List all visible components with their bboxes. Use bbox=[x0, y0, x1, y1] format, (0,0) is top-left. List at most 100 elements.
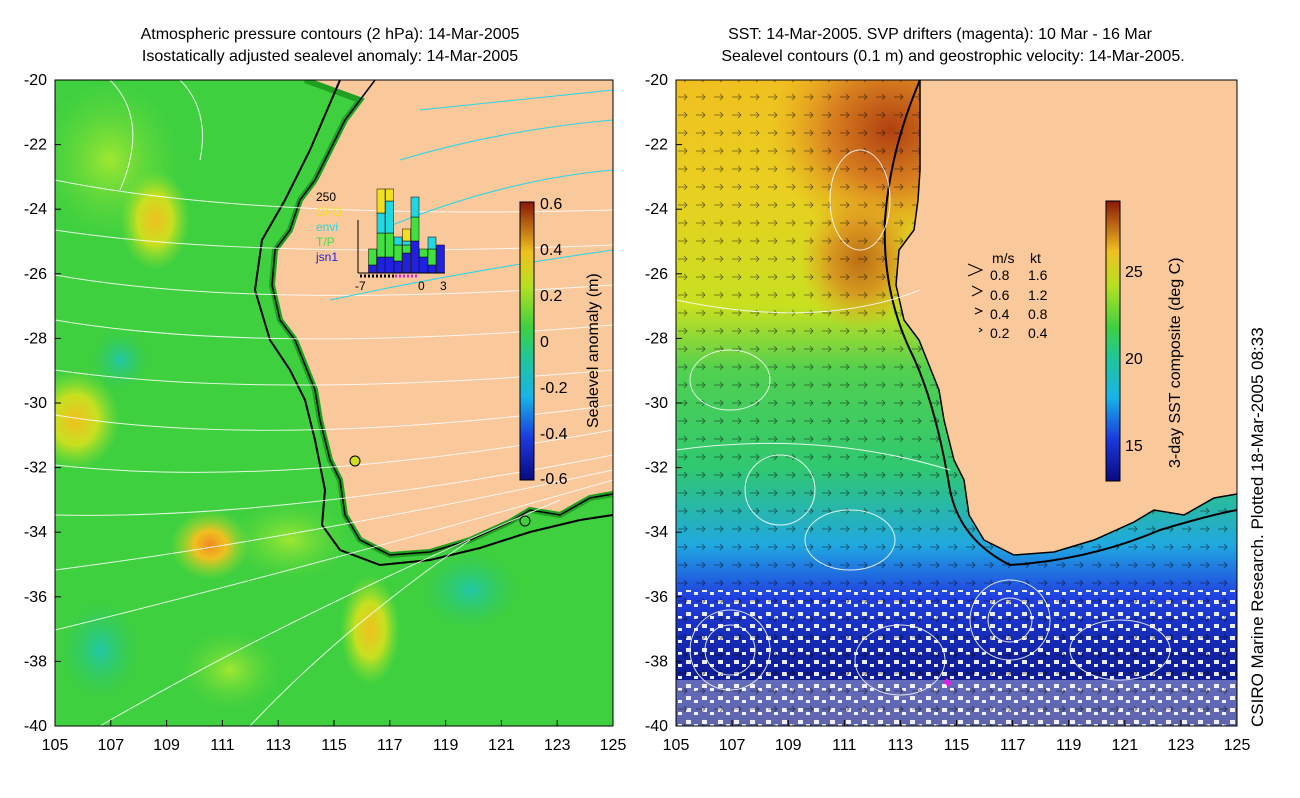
histogram-bar-segment bbox=[410, 196, 420, 218]
histogram-bar-segment bbox=[410, 216, 420, 242]
histogram-bar-segment bbox=[393, 244, 403, 262]
left-x-tick-3: 111 bbox=[210, 737, 234, 750]
legend-tp: T/P bbox=[316, 235, 335, 249]
right-x-tick-8: 121 bbox=[1111, 737, 1138, 750]
svg-text:15: 15 bbox=[1125, 438, 1143, 455]
sealevel-map: -20 -22 -24 -26 -28 -30 -32 -34 -36 -38 -40 105 107… bbox=[24, 72, 627, 750]
sst-colorbar bbox=[1105, 200, 1121, 482]
left-x-tick-8: 121 bbox=[488, 737, 515, 750]
credit-text: CSIRO Marine Research. Plotted 18-Mar-20… bbox=[1248, 327, 1267, 727]
right-x-tick-7: 119 bbox=[1056, 737, 1082, 750]
legend-envi: envi bbox=[316, 220, 338, 234]
right-x-tick-5: 115 bbox=[944, 737, 970, 750]
sealevel-colorbar-label: Sealevel anomaly (m) bbox=[585, 273, 602, 428]
right-y-tick-1: -22 bbox=[645, 137, 668, 154]
right-y-tick-2: -24 bbox=[645, 201, 668, 218]
svg-text:0.8: 0.8 bbox=[990, 267, 1010, 283]
svg-text:1.2: 1.2 bbox=[1028, 287, 1048, 303]
histogram-bar-segment bbox=[436, 244, 445, 274]
left-x-tick-9: 123 bbox=[544, 737, 571, 750]
histogram-bar-segment bbox=[376, 256, 386, 274]
svg-text:0.4: 0.4 bbox=[540, 242, 562, 259]
svg-text:25: 25 bbox=[1125, 264, 1143, 281]
velocity-legend-kt-header: kt bbox=[1030, 250, 1041, 266]
hist-xtick-mid: 0 bbox=[418, 279, 425, 293]
histogram-bar-segment bbox=[376, 188, 386, 214]
right-x-tick-1: 107 bbox=[719, 737, 746, 750]
left-x-tick-10: 125 bbox=[600, 737, 627, 750]
svg-text:0.8: 0.8 bbox=[1028, 306, 1048, 322]
histogram-bar-segment bbox=[376, 212, 386, 234]
left-y-tick-6: -32 bbox=[24, 460, 47, 477]
sealevel-colorbar bbox=[519, 201, 535, 481]
svg-text:0.2: 0.2 bbox=[540, 288, 562, 305]
histogram-ymax-label: 250 bbox=[316, 190, 336, 204]
right-y-tick-0: -20 bbox=[645, 72, 668, 89]
histogram-bar-segment bbox=[402, 244, 411, 254]
svg-text:0.6: 0.6 bbox=[990, 287, 1010, 303]
svg-text:0.4: 0.4 bbox=[990, 306, 1010, 322]
left-y-tick-9: -38 bbox=[24, 653, 47, 670]
histogram-bar-segment bbox=[385, 256, 394, 274]
legend-jsn1: jsn1 bbox=[315, 250, 338, 264]
histogram-bar-segment bbox=[368, 248, 377, 266]
right-y-tick-4: -28 bbox=[645, 330, 668, 347]
svg-text:-0.6: -0.6 bbox=[540, 471, 568, 488]
hist-xtick-right: 3 bbox=[440, 279, 447, 293]
left-y-tick-2: -24 bbox=[24, 201, 47, 218]
sst-map: -20 -22 -24 -26 -28 -30 -32 -34 -36 -38 -40 105 107… bbox=[645, 72, 1251, 750]
left-y-tick-0: -20 bbox=[24, 72, 47, 89]
left-x-tick-7: 119 bbox=[433, 737, 459, 750]
left-x-tick-5: 115 bbox=[321, 737, 347, 750]
svg-text:-0.2: -0.2 bbox=[540, 380, 568, 397]
histogram-bar-segment bbox=[402, 252, 411, 274]
svg-text:0: 0 bbox=[540, 334, 549, 351]
right-x-tick-4: 113 bbox=[888, 737, 914, 750]
sst-colorbar-label: 3-day SST composite (deg C) bbox=[1167, 258, 1184, 468]
histogram-bar-segment bbox=[419, 248, 428, 258]
histogram-bar-segment bbox=[393, 236, 403, 246]
left-y-tick-1: -22 bbox=[24, 137, 47, 154]
right-y-tick-6: -32 bbox=[645, 460, 668, 477]
histogram-bar-segment bbox=[402, 228, 411, 242]
right-y-tick-9: -38 bbox=[645, 653, 668, 670]
svg-text:1.6: 1.6 bbox=[1028, 267, 1048, 283]
velocity-legend-ms-header: m/s bbox=[992, 250, 1015, 266]
left-y-tick-3: -26 bbox=[24, 266, 47, 283]
histogram-bar-segment bbox=[410, 240, 420, 274]
right-y-tick-8: -36 bbox=[645, 589, 668, 606]
right-title-line1: SST: 14-Mar-2005. SVP drifters (magenta)… bbox=[728, 26, 1152, 43]
histogram-bar-segment bbox=[385, 188, 394, 202]
histogram-bar-segment bbox=[427, 248, 437, 266]
histogram-bar-segment bbox=[402, 240, 411, 246]
sealevel-colorbar-ticks: 0.6 0.4 0.2 0 -0.2 -0.4 -0.6 bbox=[540, 196, 568, 488]
right-y-tick-7: -34 bbox=[645, 524, 668, 541]
left-y-tick-7: -34 bbox=[24, 524, 47, 541]
right-x-tick-0: 105 bbox=[663, 737, 690, 750]
velocity-legend: m/s kt 0.8 1.6 0.6 1.2 0.4 0.8 0.2 0.4 bbox=[967, 250, 1048, 341]
svg-text:0.4: 0.4 bbox=[1028, 325, 1048, 341]
right-y-tick-3: -26 bbox=[645, 266, 668, 283]
histogram-bar-segment bbox=[385, 200, 394, 234]
svp-drifter-track bbox=[943, 678, 952, 687]
left-x-tick-4: 113 bbox=[265, 737, 291, 750]
left-x-tick-6: 117 bbox=[377, 737, 403, 750]
svg-text:0.2: 0.2 bbox=[990, 325, 1010, 341]
left-x-tick-2: 109 bbox=[153, 737, 180, 750]
right-title-line2: Sealevel contours (0.1 m) and geostrophi… bbox=[721, 48, 1185, 65]
right-x-tick-9: 123 bbox=[1168, 737, 1195, 750]
altimeter-histogram: 250 GFO envi T/P jsn1 -7 0 3 bbox=[315, 188, 447, 293]
fremantle-marker bbox=[349, 455, 361, 467]
right-y-tick-10: -40 bbox=[645, 718, 668, 735]
esperance-marker bbox=[519, 515, 531, 527]
left-y-tick-4: -28 bbox=[24, 330, 47, 347]
left-y-tick-10: -40 bbox=[24, 718, 47, 735]
left-x-tick-0: 105 bbox=[42, 737, 69, 750]
histogram-bar-segment bbox=[376, 232, 386, 258]
histogram-bar-segment bbox=[385, 232, 394, 258]
left-y-tick-5: -30 bbox=[24, 395, 47, 412]
sst-colorbar-ticks: 25 20 15 bbox=[1125, 264, 1143, 455]
svg-text:-0.4: -0.4 bbox=[540, 426, 568, 443]
right-y-tick-5: -30 bbox=[645, 395, 668, 412]
histogram-bar-segment bbox=[427, 236, 437, 250]
